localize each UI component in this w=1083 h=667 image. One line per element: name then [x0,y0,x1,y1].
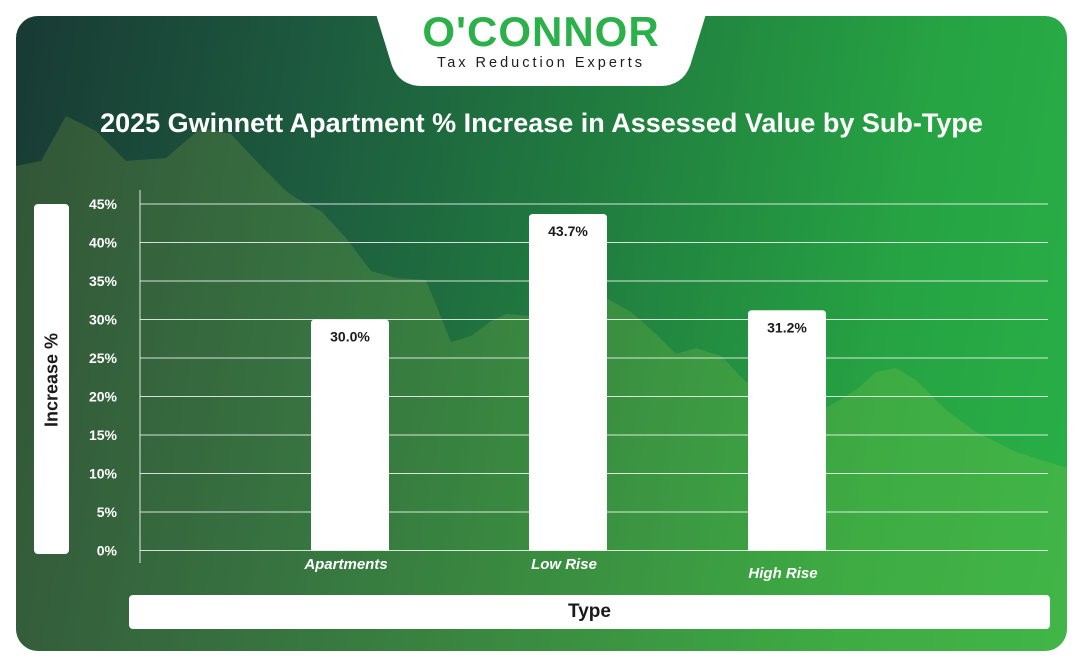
y-tick-label: 5% [97,504,118,520]
y-tick-label: 0% [97,543,118,559]
data-label: 30.0% [330,329,370,345]
y-tick-label: 40% [89,235,118,251]
bar-low-rise[interactable] [529,214,607,551]
chart-title: 2025 Gwinnett Apartment % Increase in As… [100,108,983,138]
data-label: 43.7% [548,223,588,239]
bar-apartments[interactable] [311,319,389,551]
y-tick-label: 20% [89,389,118,405]
y-tick-label: 45% [89,196,118,212]
data-label: 31.2% [767,319,807,335]
y-tick-label: 15% [89,427,118,443]
x-axis-label-box: Type [129,595,1050,629]
bar-high-rise[interactable] [748,310,826,551]
x-axis-label: Type [568,601,611,622]
x-tick-label: High Rise [748,565,817,582]
y-tick-label: 25% [89,350,118,366]
y-tick-label: 10% [89,466,118,482]
y-axis-label-box [34,204,69,554]
x-tick-label: Apartments [303,556,387,573]
x-tick-label: Low Rise [531,556,597,573]
y-tick-label: 30% [89,312,118,328]
y-tick-label: 35% [89,273,118,289]
logo-tab [360,0,722,86]
